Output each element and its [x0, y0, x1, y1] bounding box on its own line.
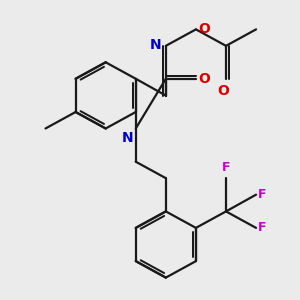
Text: O: O: [198, 22, 210, 36]
Text: F: F: [258, 221, 267, 234]
Text: N: N: [122, 131, 133, 145]
Text: N: N: [150, 38, 162, 52]
Text: O: O: [217, 83, 229, 98]
Text: O: O: [198, 72, 210, 86]
Text: F: F: [258, 188, 267, 201]
Text: F: F: [222, 161, 230, 174]
